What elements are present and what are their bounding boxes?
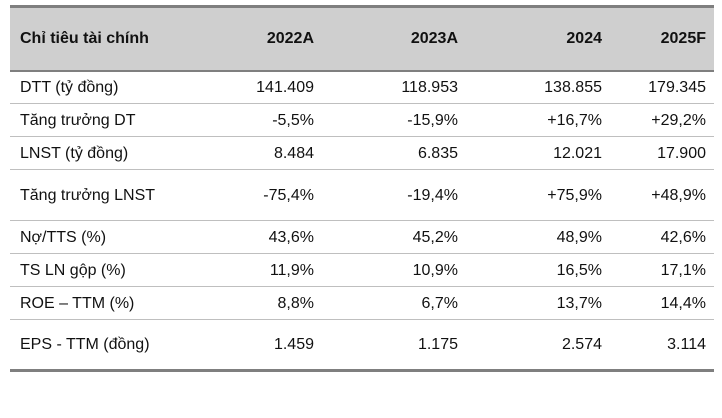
cell-2022a: 43,6% xyxy=(188,220,322,254)
cell-2025f: +48,9% xyxy=(610,169,714,221)
row-label: Nợ/TTS (%) xyxy=(10,220,188,254)
row-label: TS LN gộp (%) xyxy=(10,253,188,287)
row-label: Tăng trưởng LNST xyxy=(10,169,188,221)
header-row: Chỉ tiêu tài chính 2022A 2023A 2024 2025… xyxy=(10,5,714,71)
row-label: ROE – TTM (%) xyxy=(10,286,188,320)
cell-2023a: -15,9% xyxy=(322,103,466,137)
cell-2022a: 8.484 xyxy=(188,136,322,170)
table-row-net-profit: LNST (tỷ đồng) 8.484 6.835 12.021 17.900 xyxy=(10,136,714,170)
cell-2022a: 11,9% xyxy=(188,253,322,287)
cell-2025f: 179.345 xyxy=(610,69,714,104)
cell-2023a: -19,4% xyxy=(322,169,466,221)
cell-2024: +16,7% xyxy=(466,103,610,137)
header-year-2023a: 2023A xyxy=(322,5,466,71)
cell-2025f: 17.900 xyxy=(610,136,714,170)
financial-indicators-table: Chỉ tiêu tài chính 2022A 2023A 2024 2025… xyxy=(10,5,714,372)
table-header: Chỉ tiêu tài chính 2022A 2023A 2024 2025… xyxy=(10,5,714,71)
row-label: DTT (tỷ đồng) xyxy=(10,69,188,104)
header-year-2025f: 2025F xyxy=(610,5,714,71)
cell-2022a: 141.409 xyxy=(188,69,322,104)
cell-2024: +75,9% xyxy=(466,169,610,221)
cell-2024: 12.021 xyxy=(466,136,610,170)
table-body: DTT (tỷ đồng) 141.409 118.953 138.855 17… xyxy=(10,69,714,372)
cell-2023a: 1.175 xyxy=(322,319,466,372)
financial-indicators-table-container: Chỉ tiêu tài chính 2022A 2023A 2024 2025… xyxy=(10,5,714,372)
cell-2023a: 6.835 xyxy=(322,136,466,170)
table-row-revenue: DTT (tỷ đồng) 141.409 118.953 138.855 17… xyxy=(10,69,714,104)
header-year-2024: 2024 xyxy=(466,5,610,71)
cell-2024: 2.574 xyxy=(466,319,610,372)
cell-2025f: 42,6% xyxy=(610,220,714,254)
table-row-roe: ROE – TTM (%) 8,8% 6,7% 13,7% 14,4% xyxy=(10,286,714,320)
cell-2023a: 45,2% xyxy=(322,220,466,254)
row-label: LNST (tỷ đồng) xyxy=(10,136,188,170)
cell-2022a: -5,5% xyxy=(188,103,322,137)
cell-2022a: 8,8% xyxy=(188,286,322,320)
table-row-debt-to-assets: Nợ/TTS (%) 43,6% 45,2% 48,9% 42,6% xyxy=(10,220,714,254)
table-row-revenue-growth: Tăng trưởng DT -5,5% -15,9% +16,7% +29,2… xyxy=(10,103,714,137)
cell-2024: 13,7% xyxy=(466,286,610,320)
cell-2025f: 14,4% xyxy=(610,286,714,320)
cell-2022a: 1.459 xyxy=(188,319,322,372)
row-label: Tăng trưởng DT xyxy=(10,103,188,137)
cell-2023a: 118.953 xyxy=(322,69,466,104)
table-row-net-profit-growth: Tăng trưởng LNST -75,4% -19,4% +75,9% +4… xyxy=(10,169,714,221)
row-label: EPS - TTM (đồng) xyxy=(10,319,188,372)
cell-2024: 48,9% xyxy=(466,220,610,254)
header-label: Chỉ tiêu tài chính xyxy=(10,5,188,71)
cell-2025f: 17,1% xyxy=(610,253,714,287)
cell-2022a: -75,4% xyxy=(188,169,322,221)
cell-2024: 16,5% xyxy=(466,253,610,287)
cell-2025f: +29,2% xyxy=(610,103,714,137)
table-row-gross-margin: TS LN gộp (%) 11,9% 10,9% 16,5% 17,1% xyxy=(10,253,714,287)
header-year-2022a: 2022A xyxy=(188,5,322,71)
cell-2023a: 10,9% xyxy=(322,253,466,287)
cell-2025f: 3.114 xyxy=(610,319,714,372)
cell-2023a: 6,7% xyxy=(322,286,466,320)
table-row-eps: EPS - TTM (đồng) 1.459 1.175 2.574 3.114 xyxy=(10,319,714,372)
cell-2024: 138.855 xyxy=(466,69,610,104)
